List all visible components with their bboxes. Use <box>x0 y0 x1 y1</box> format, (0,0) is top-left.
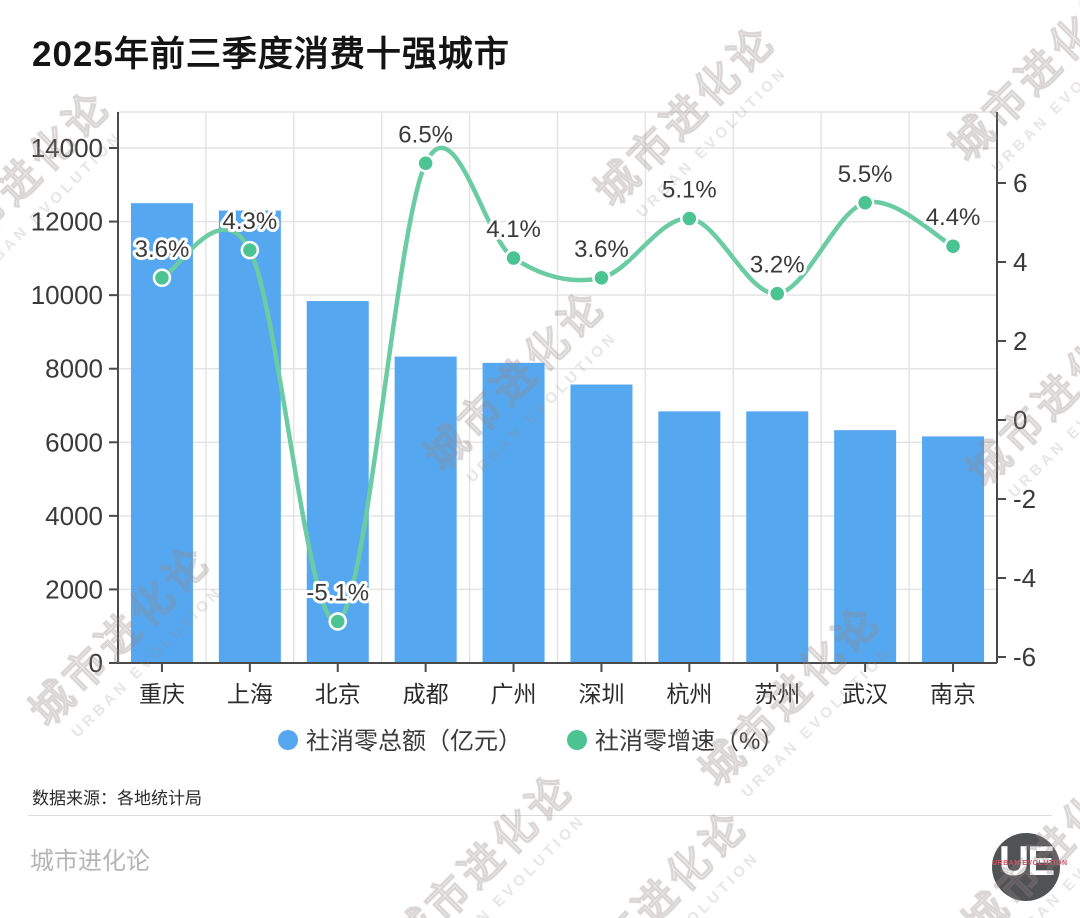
growth-label-广州: 4.1% <box>486 216 541 243</box>
right-tick-label: 6 <box>1013 168 1027 198</box>
right-tick-label: 0 <box>1013 405 1027 435</box>
growth-label-武汉: 5.5% <box>838 161 893 188</box>
urban-evolution-logo: UE URBAN EVOLUTION <box>992 833 1068 901</box>
data-source-note: 数据来源：各地统计局 <box>32 789 202 808</box>
growth-label-杭州: 5.1% <box>662 177 717 204</box>
category-label-深圳: 深圳 <box>578 681 624 707</box>
category-label-南京: 南京 <box>930 681 976 707</box>
line-marker-上海 <box>240 240 260 260</box>
left-tick-label: 4000 <box>45 501 103 531</box>
left-tick-label: 6000 <box>45 427 103 457</box>
category-label-上海: 上海 <box>227 681 273 707</box>
watermark-cn-text: 城市进化论 <box>557 800 758 918</box>
bar-成都 <box>394 356 457 663</box>
line-marker-北京 <box>328 612 347 631</box>
footer-divider <box>28 815 1052 816</box>
right-tick-label: 2 <box>1013 326 1027 356</box>
bar-苏州 <box>746 411 809 663</box>
left-tick-label: 14000 <box>31 133 103 163</box>
growth-label-深圳: 3.6% <box>574 236 629 263</box>
category-label-苏州: 苏州 <box>754 681 800 707</box>
legend-dot-bar <box>278 730 298 750</box>
line-marker-广州 <box>504 248 523 268</box>
line-marker-重庆 <box>152 268 172 288</box>
left-tick-label: 0 <box>89 648 103 678</box>
left-tick-label: 2000 <box>45 574 103 604</box>
bar-深圳 <box>570 384 633 663</box>
watermark-en-text: URBAN EVOLUTION <box>595 838 773 918</box>
watermark-en-text: URBAN EVOLUTION <box>431 811 590 918</box>
growth-label-重庆: 3.6% <box>135 236 190 263</box>
growth-label-上海: 4.3% <box>222 208 277 235</box>
legend-dot-line <box>567 730 587 750</box>
line-marker-武汉 <box>855 193 875 212</box>
right-tick-label: -2 <box>1013 484 1036 514</box>
growth-label-南京: 4.4% <box>926 204 981 231</box>
category-label-成都: 成都 <box>403 681 449 707</box>
category-label-武汉: 武汉 <box>842 681 888 707</box>
consumption-chart-canvas: 0 2000 4000 6000 8000 10000 12000 14000 -6 -4 -2 0 2… <box>31 111 1036 755</box>
category-label-北京: 北京 <box>315 681 361 707</box>
right-tick-label: -6 <box>1013 642 1036 672</box>
watermark-cn-text: 城市进化论 <box>383 763 584 918</box>
logo-ue-letters: UE <box>998 837 1055 884</box>
line-marker-苏州 <box>768 284 787 303</box>
right-tick-label: -4 <box>1013 563 1036 593</box>
growth-label-成都: 6.5% <box>398 121 453 148</box>
growth-label-北京: -5.1% <box>306 579 369 606</box>
bar-上海 <box>218 210 281 664</box>
category-label-广州: 广州 <box>491 681 537 707</box>
logo-subtitle: URBAN EVOLUTION <box>992 860 1068 867</box>
left-tick-label: 8000 <box>45 354 103 384</box>
bar-武汉 <box>834 430 897 663</box>
line-marker-南京 <box>943 236 963 256</box>
left-tick-label: 12000 <box>31 207 103 237</box>
left-tick-label: 10000 <box>31 280 103 310</box>
legend-label-bar: 社消零总额（亿元） <box>306 728 522 755</box>
growth-label-苏州: 3.2% <box>750 252 805 279</box>
category-label-杭州: 杭州 <box>666 681 712 707</box>
bar-杭州 <box>658 411 721 663</box>
chart-title: 2025年前三季度消费十强城市 <box>32 35 510 74</box>
right-tick-label: 4 <box>1013 247 1027 277</box>
growth-line <box>159 145 956 624</box>
bar-广州 <box>482 362 545 663</box>
line-marker-成都 <box>416 154 435 173</box>
bar-南京 <box>922 436 985 663</box>
bar-北京 <box>306 301 369 663</box>
line-marker-杭州 <box>680 209 699 228</box>
legend-label-line: 社消零增速（%） <box>595 728 784 755</box>
line-marker-深圳 <box>592 268 611 288</box>
brand-name: 城市进化论 <box>30 848 150 875</box>
category-label-重庆: 重庆 <box>139 681 185 707</box>
